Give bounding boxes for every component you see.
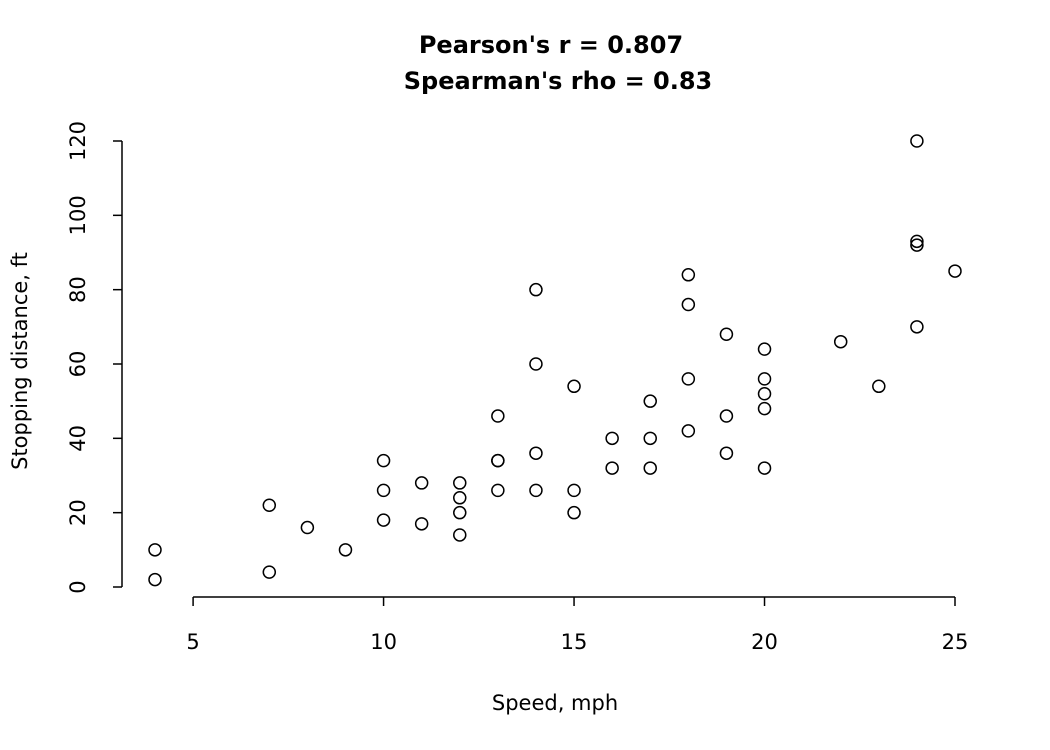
data-point xyxy=(567,483,581,498)
data-point xyxy=(376,483,391,498)
y-tick-label: 40 xyxy=(66,425,90,452)
data-point xyxy=(910,238,924,252)
x-tick-label: 20 xyxy=(751,630,778,654)
data-point xyxy=(262,498,277,512)
data-point xyxy=(605,461,619,475)
data-point xyxy=(491,483,505,498)
data-point xyxy=(529,357,543,371)
data-point xyxy=(757,386,772,401)
data-points xyxy=(148,134,962,587)
data-point xyxy=(910,234,924,249)
y-tick-label: 80 xyxy=(66,276,90,303)
data-point xyxy=(567,379,581,394)
data-point xyxy=(681,268,696,282)
data-point xyxy=(872,379,886,394)
x-axis-label: Speed, mph xyxy=(492,691,618,715)
data-point xyxy=(757,342,772,356)
data-point xyxy=(681,424,696,438)
data-point xyxy=(453,491,467,505)
data-point xyxy=(757,461,772,475)
data-point xyxy=(338,543,353,557)
data-point xyxy=(719,327,734,342)
y-tick-label: 60 xyxy=(66,351,90,378)
data-point xyxy=(529,282,543,297)
data-point xyxy=(719,409,734,423)
data-point xyxy=(681,297,696,312)
data-point xyxy=(757,372,772,386)
data-point xyxy=(376,453,391,468)
data-point xyxy=(148,572,162,587)
y-tick-label: 20 xyxy=(66,499,90,526)
x-tick-label: 15 xyxy=(561,630,588,654)
data-point xyxy=(567,505,581,520)
data-point xyxy=(643,461,657,475)
data-point xyxy=(262,565,277,579)
data-point xyxy=(376,513,391,527)
data-point xyxy=(910,134,924,148)
data-point xyxy=(148,543,162,557)
data-point xyxy=(833,334,848,349)
chart-title-line-1: Pearson's r = 0.807 xyxy=(419,31,683,59)
data-point xyxy=(414,517,429,531)
data-point xyxy=(414,476,429,490)
y-axis-label: Stopping distance, ft xyxy=(8,252,32,470)
data-point xyxy=(719,446,734,460)
data-point xyxy=(757,401,772,416)
data-point xyxy=(491,453,505,468)
y-tick-label: 100 xyxy=(66,195,90,235)
y-axis: 0 20 40 60 80 100 120 xyxy=(66,121,123,594)
chart-title-line-2: Spearman's rho = 0.83 xyxy=(404,67,713,95)
data-point xyxy=(300,520,315,535)
data-point xyxy=(491,409,505,423)
data-point xyxy=(948,264,962,278)
data-point xyxy=(643,431,657,446)
x-tick-label: 25 xyxy=(942,630,969,654)
data-point xyxy=(529,446,543,460)
y-tick-label: 120 xyxy=(66,121,90,161)
x-tick-label: 10 xyxy=(370,630,397,654)
data-point xyxy=(643,394,657,408)
data-point xyxy=(453,505,467,520)
x-tick-label: 5 xyxy=(186,630,199,654)
data-point xyxy=(910,320,924,334)
data-point xyxy=(681,372,696,386)
data-point xyxy=(605,431,619,446)
y-tick-label: 0 xyxy=(66,580,90,593)
data-point xyxy=(529,483,543,498)
x-axis: 5 10 15 20 25 xyxy=(186,596,969,654)
data-point xyxy=(453,476,467,490)
data-point xyxy=(453,528,467,542)
